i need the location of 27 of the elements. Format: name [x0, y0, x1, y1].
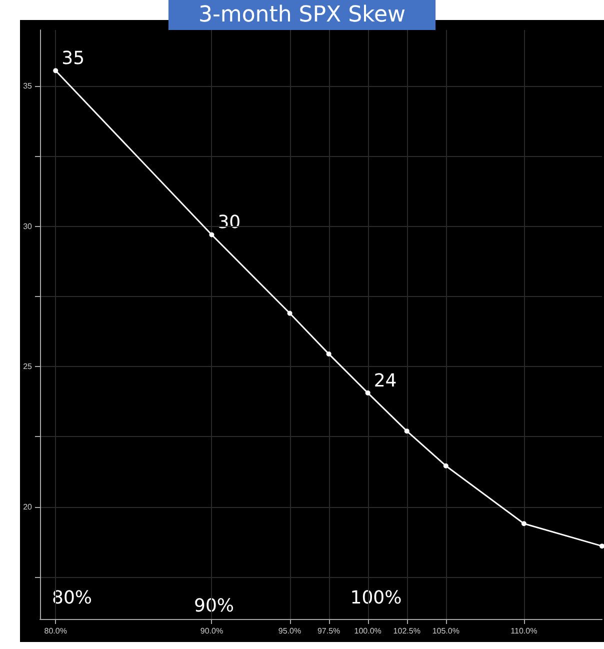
x-tick-label: 105.0% — [432, 626, 460, 636]
annotation: 90% — [194, 596, 234, 616]
x-tick-label: 110.0% — [510, 626, 538, 636]
annotation: 35 — [62, 48, 85, 70]
y-tick-label: 35 — [23, 82, 33, 91]
point — [443, 463, 448, 468]
x-tick-label: 100.0% — [354, 626, 382, 636]
point — [404, 428, 410, 434]
point — [53, 68, 58, 74]
annotation: 100% — [350, 588, 402, 608]
x-tick-label: 102.5% — [393, 626, 420, 636]
x-tick-label: 97.5% — [317, 626, 340, 636]
point — [365, 390, 370, 396]
y-tick-label: 30 — [23, 222, 33, 231]
y-tick-label: 20 — [23, 502, 33, 512]
point — [209, 232, 214, 238]
x-tick-label: 95.0% — [278, 626, 302, 636]
point — [600, 544, 604, 549]
annotation: 24 — [374, 370, 397, 392]
x-tick-label: 90.0% — [200, 626, 224, 636]
y-tick-label: 25 — [23, 362, 33, 372]
point — [326, 351, 332, 356]
point — [521, 521, 526, 526]
x-tick-label: 80.0% — [44, 626, 67, 636]
chart-title: 3-month SPX Skew — [198, 2, 406, 28]
annotation: 80% — [52, 588, 92, 608]
point — [287, 310, 292, 316]
